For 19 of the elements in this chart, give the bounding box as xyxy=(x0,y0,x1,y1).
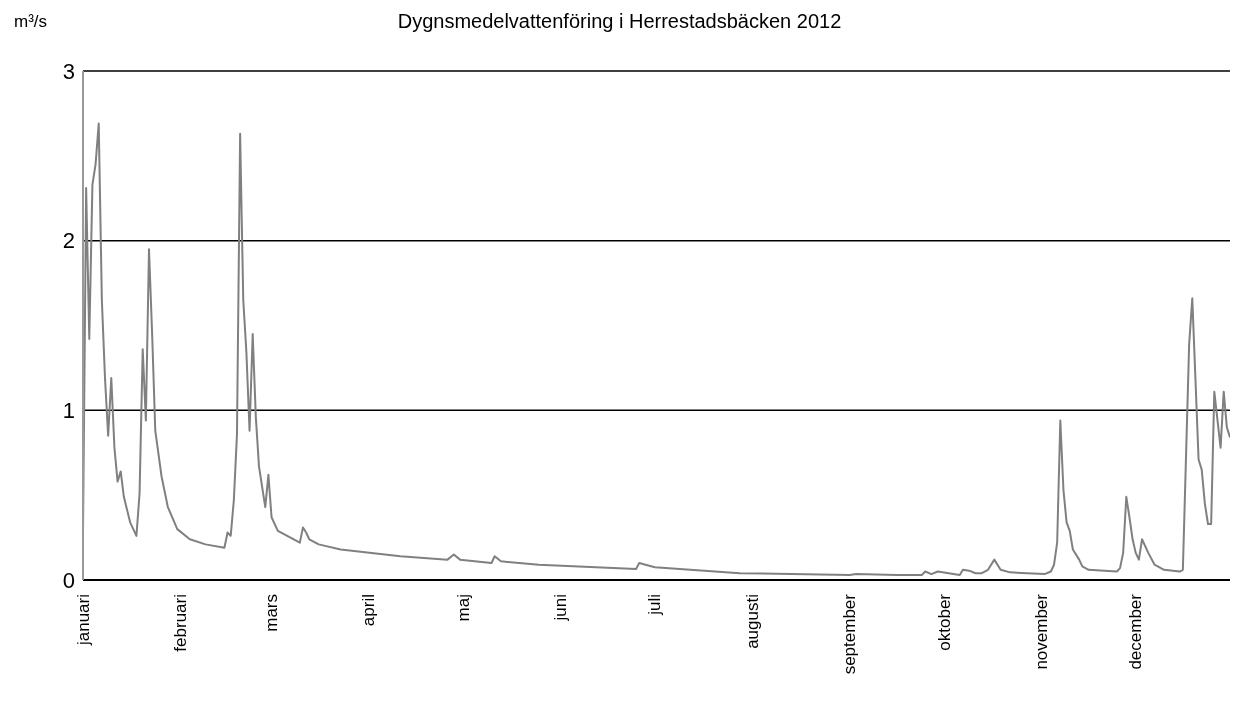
x-tick-label: juli xyxy=(645,594,665,616)
line-series xyxy=(83,122,1230,576)
y-tick-label: 0 xyxy=(62,567,75,593)
x-tick-label: mars xyxy=(262,594,282,632)
x-tick-label: maj xyxy=(453,594,473,622)
y-tick-label: 2 xyxy=(62,228,75,254)
x-tick-label: april xyxy=(359,594,379,627)
x-tick-label: oktober xyxy=(934,593,954,651)
chart-title: Dygnsmedelvattenföring i Herrestadsbäcken 2012 xyxy=(397,10,842,32)
x-tick-label: februari xyxy=(170,594,190,652)
y-axis-title: m³/s xyxy=(14,12,48,32)
y-tick-label: 1 xyxy=(62,398,75,424)
x-tick-label: september xyxy=(840,593,860,675)
x-tick-label: januari xyxy=(73,594,93,647)
x-tick-label: augusti xyxy=(742,594,762,649)
y-tick-label: 3 xyxy=(62,58,75,84)
x-tick-label: juni xyxy=(551,594,571,622)
x-tick-label: november xyxy=(1031,593,1051,670)
x-tick-label: december xyxy=(1126,593,1146,670)
